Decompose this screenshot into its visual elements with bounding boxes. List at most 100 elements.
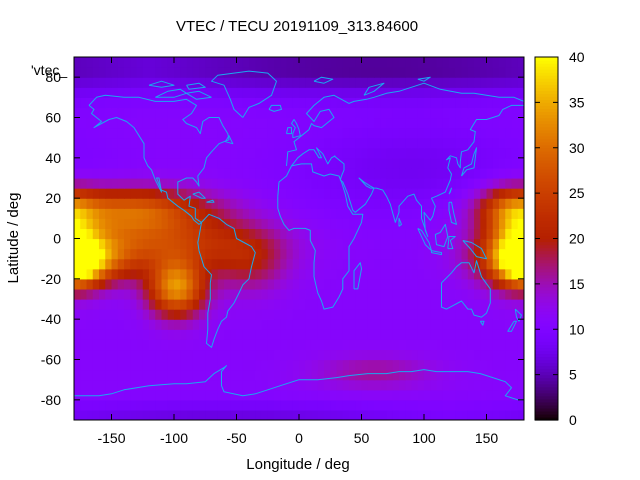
heatmap-cell	[236, 208, 244, 219]
heatmap-cell	[330, 339, 338, 351]
heatmap-cell	[492, 268, 500, 280]
heatmap-cell	[192, 329, 200, 340]
heatmap-cell	[336, 77, 344, 88]
heatmap-cell	[436, 369, 444, 381]
heatmap-cell	[192, 258, 200, 270]
heatmap-cell	[180, 77, 188, 88]
heatmap-cell	[405, 268, 413, 280]
heatmap-cell	[499, 288, 506, 300]
heatmap-cell	[349, 379, 356, 391]
heatmap-cell	[374, 117, 381, 129]
heatmap-cell	[511, 238, 519, 250]
heatmap-cell	[242, 339, 250, 351]
heatmap-cell	[174, 107, 181, 119]
heatmap-cell	[142, 319, 150, 330]
heatmap-cell	[417, 339, 425, 351]
heatmap-cell	[405, 339, 413, 351]
heatmap-cell	[149, 137, 156, 149]
colorbar-segment	[535, 87, 558, 91]
heatmap-cell	[267, 369, 275, 381]
heatmap-cell	[249, 268, 256, 280]
heatmap-cell	[292, 107, 300, 119]
heatmap-cell	[299, 117, 306, 129]
heatmap-cell	[392, 329, 400, 340]
colorbar-segment	[535, 344, 558, 349]
heatmap-cell	[230, 359, 238, 371]
heatmap-cell	[136, 349, 144, 361]
heatmap-cell	[355, 319, 363, 330]
heatmap-cell	[92, 188, 100, 199]
heatmap-cell	[99, 409, 106, 420]
colorbar-segment	[535, 196, 558, 200]
heatmap-cell	[192, 218, 200, 230]
heatmap-cell	[299, 67, 306, 78]
heatmap-cell	[149, 309, 156, 320]
heatmap-cell	[480, 97, 488, 109]
heatmap-cell	[299, 349, 306, 361]
heatmap-cell	[161, 137, 169, 149]
heatmap-cell	[342, 188, 350, 199]
heatmap-cell	[261, 299, 269, 310]
heatmap-cell	[474, 117, 481, 129]
heatmap-cell	[167, 87, 175, 98]
heatmap-cell	[267, 87, 275, 98]
colorbar-tick-label: 20	[569, 231, 585, 247]
heatmap-cell	[180, 198, 188, 209]
heatmap-cell	[436, 208, 444, 219]
heatmap-cell	[492, 77, 500, 88]
heatmap-cell	[149, 359, 156, 371]
heatmap-cell	[424, 299, 431, 310]
heatmap-cell	[180, 258, 188, 270]
heatmap-cell	[174, 77, 181, 88]
heatmap-cell	[492, 359, 500, 371]
colorbar-segment	[535, 220, 558, 224]
heatmap-cell	[117, 299, 125, 310]
heatmap-cell	[436, 218, 444, 230]
heatmap-cell	[217, 329, 225, 340]
heatmap-cell	[249, 409, 256, 420]
heatmap-cell	[192, 359, 200, 371]
heatmap-cell	[486, 188, 494, 199]
heatmap-cell	[211, 67, 219, 78]
heatmap-cell	[274, 127, 281, 139]
heatmap-cell	[436, 107, 444, 119]
heatmap-cell	[199, 198, 206, 209]
heatmap-cell	[324, 248, 331, 260]
heatmap-cell	[399, 238, 406, 250]
heatmap-cell	[180, 228, 188, 240]
heatmap-cell	[417, 137, 425, 149]
heatmap-cell	[186, 127, 194, 139]
heatmap-cell	[80, 309, 88, 320]
heatmap-cell	[186, 258, 194, 270]
heatmap-cell	[205, 238, 213, 250]
heatmap-cell	[274, 157, 281, 169]
colorbar-segment	[535, 132, 558, 137]
heatmap-cell	[211, 369, 219, 381]
heatmap-cell	[442, 349, 450, 361]
heatmap-cell	[99, 319, 106, 330]
heatmap-cell	[192, 389, 200, 401]
heatmap-cell	[336, 349, 344, 361]
heatmap-cell	[167, 409, 175, 420]
heatmap-cell	[224, 117, 231, 129]
heatmap-cell	[355, 157, 363, 169]
heatmap-cell	[186, 329, 194, 340]
heatmap-cell	[286, 389, 294, 401]
heatmap-cell	[492, 127, 500, 139]
heatmap-cell	[117, 389, 125, 401]
heatmap-cell	[411, 178, 419, 189]
heatmap-cell	[374, 228, 381, 240]
heatmap-cell	[174, 399, 181, 411]
heatmap-cell	[286, 258, 294, 270]
heatmap-cell	[342, 399, 350, 411]
heatmap-cell	[217, 349, 225, 361]
colorbar	[535, 57, 558, 421]
heatmap-cell	[436, 379, 444, 391]
heatmap-cell	[174, 339, 181, 351]
heatmap-cell	[486, 167, 494, 179]
heatmap-cell	[505, 117, 513, 129]
heatmap-cell	[180, 399, 188, 411]
heatmap-cell	[455, 178, 463, 189]
heatmap-cell	[261, 399, 269, 411]
heatmap-cell	[349, 248, 356, 260]
